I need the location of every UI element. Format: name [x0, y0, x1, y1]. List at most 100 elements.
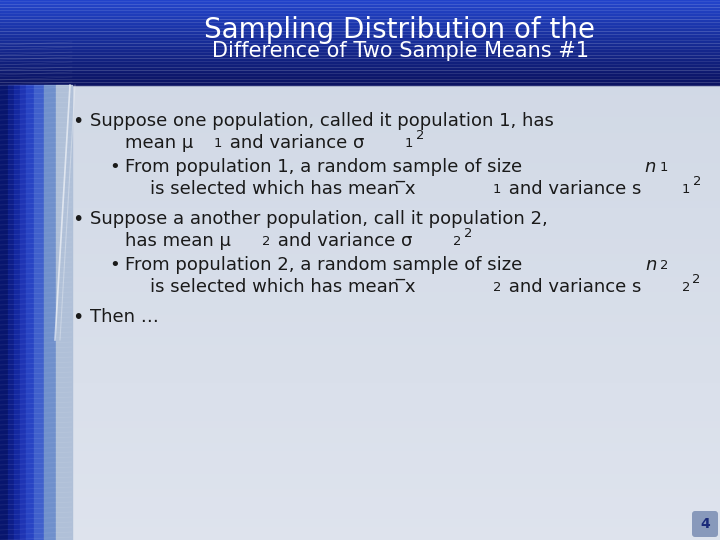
Bar	[0, 81, 720, 83]
Text: 2: 2	[693, 273, 701, 286]
Bar	[0, 45, 720, 48]
Bar	[0, 312, 720, 320]
Text: Suppose a another population, call it population 2,: Suppose a another population, call it po…	[90, 210, 548, 228]
Bar	[0, 206, 720, 214]
Bar	[8, 85, 14, 540]
Bar	[0, 26, 720, 29]
Bar	[0, 83, 720, 85]
Bar	[0, 38, 720, 41]
Text: 2: 2	[416, 130, 424, 143]
Bar	[0, 357, 720, 366]
Bar	[0, 403, 720, 411]
Bar	[0, 3, 720, 5]
Text: 1: 1	[405, 137, 413, 150]
Bar	[0, 35, 720, 37]
Bar	[0, 22, 720, 24]
Bar	[0, 40, 720, 43]
Bar	[0, 289, 720, 298]
Text: From population 1, a random sample of size: From population 1, a random sample of si…	[125, 158, 528, 176]
Bar	[0, 517, 720, 525]
Bar	[0, 464, 720, 472]
Text: 1: 1	[492, 183, 501, 196]
Text: 2: 2	[454, 235, 462, 248]
Bar	[0, 17, 720, 19]
Bar	[0, 213, 720, 221]
Bar	[0, 176, 720, 184]
Bar	[0, 244, 720, 252]
Bar	[0, 123, 720, 131]
Bar	[0, 168, 720, 176]
Bar	[0, 305, 720, 313]
Bar	[0, 60, 720, 63]
Bar	[0, 342, 720, 350]
Bar	[0, 75, 720, 77]
Text: 4: 4	[700, 517, 710, 531]
Bar	[0, 479, 720, 487]
Text: 2: 2	[682, 281, 690, 294]
Bar	[0, 532, 720, 540]
Bar	[44, 85, 56, 540]
Bar	[0, 42, 720, 44]
FancyBboxPatch shape	[692, 511, 718, 537]
Bar	[0, 85, 8, 540]
Bar	[0, 509, 720, 517]
Bar	[0, 100, 720, 108]
Bar	[34, 85, 44, 540]
Bar	[0, 418, 720, 426]
Text: 2: 2	[261, 235, 270, 248]
Bar	[0, 251, 720, 259]
Text: •: •	[72, 112, 84, 131]
Bar	[0, 365, 720, 373]
Bar	[0, 267, 720, 274]
Bar	[0, 84, 720, 92]
Text: From population 2, a random sample of size: From population 2, a random sample of si…	[125, 256, 528, 274]
Bar	[0, 8, 720, 10]
Text: and variance s: and variance s	[503, 180, 642, 198]
Text: and variance s: and variance s	[503, 278, 642, 296]
Bar	[0, 388, 720, 396]
Text: and variance σ: and variance σ	[224, 134, 364, 152]
Bar	[0, 18, 720, 21]
Bar	[0, 380, 720, 388]
Bar	[0, 52, 720, 55]
Bar	[0, 274, 720, 282]
Bar	[0, 191, 720, 199]
Bar	[0, 335, 720, 343]
Bar	[0, 30, 720, 32]
Bar	[0, 49, 720, 51]
Bar	[0, 76, 720, 78]
Bar	[0, 320, 720, 328]
Bar	[0, 456, 720, 464]
Bar	[0, 71, 720, 73]
Bar	[0, 441, 720, 449]
Text: Sampling Distribution of the: Sampling Distribution of the	[204, 16, 595, 44]
Bar	[0, 63, 720, 65]
Bar	[0, 20, 720, 22]
Text: 1: 1	[682, 183, 690, 196]
Bar	[0, 5, 720, 7]
Bar	[0, 1, 720, 3]
Text: 2: 2	[693, 176, 701, 188]
Text: is selected which has mean ̅x: is selected which has mean ̅x	[150, 180, 415, 198]
Bar	[0, 373, 720, 381]
Bar	[0, 160, 720, 168]
Text: is selected which has mean ̅x: is selected which has mean ̅x	[150, 278, 415, 296]
Bar	[0, 350, 720, 358]
Bar	[0, 47, 720, 49]
Bar	[0, 433, 720, 441]
Bar	[0, 68, 720, 70]
Text: 1: 1	[660, 161, 668, 174]
Bar	[0, 92, 720, 100]
Bar	[0, 56, 720, 58]
Bar	[0, 32, 720, 34]
Text: 1: 1	[213, 137, 222, 150]
Bar	[0, 107, 720, 116]
Bar	[0, 66, 720, 68]
Bar	[20, 85, 26, 540]
Bar	[0, 524, 720, 532]
Bar	[0, 410, 720, 418]
Bar	[0, 130, 720, 138]
Text: 2: 2	[492, 281, 501, 294]
Bar	[0, 69, 720, 71]
Bar	[0, 10, 720, 12]
